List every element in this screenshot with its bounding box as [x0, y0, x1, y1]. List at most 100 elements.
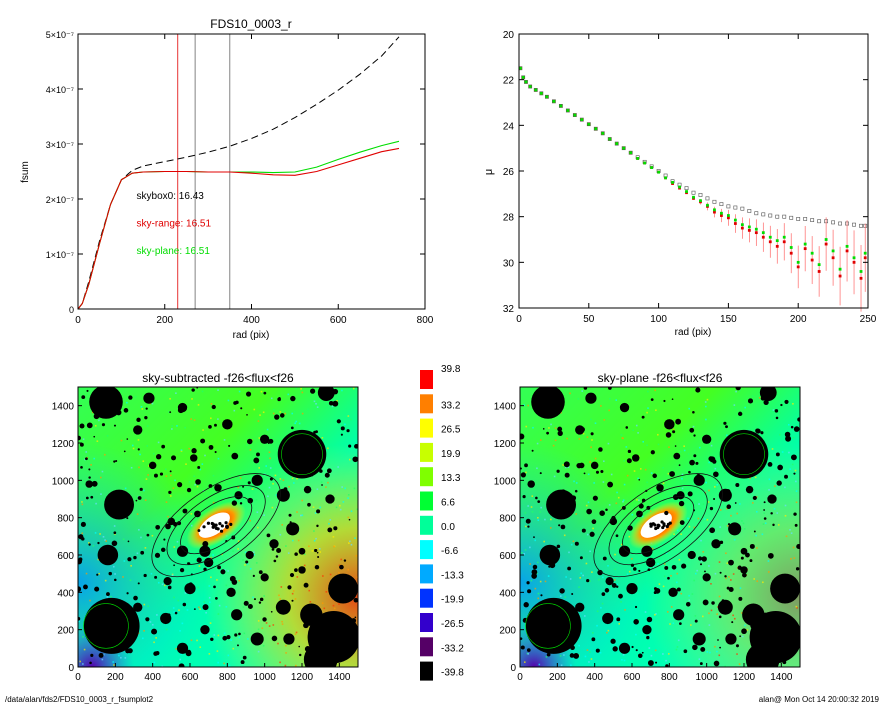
skysub-noise-pixel — [284, 412, 287, 415]
skysub-noise-pixel — [325, 486, 327, 488]
skysub-noise-pixel — [212, 501, 215, 504]
skyplane-noise-pixel — [552, 444, 555, 447]
skysub-core-dot — [219, 529, 224, 533]
skysub-mask-dot — [298, 645, 301, 648]
skysub-mask-dot — [256, 452, 260, 457]
skysub-noise-pixel — [268, 625, 271, 627]
fsum-annotation-2: sky-plane: 16.51 — [137, 246, 211, 257]
mu-point — [796, 265, 800, 269]
skysub-noise-pixel — [208, 596, 211, 599]
skysub-mask-dot — [253, 457, 260, 464]
mu-point — [768, 213, 773, 218]
skyplane-noise-pixel — [756, 416, 759, 419]
skysub-mask-blob — [260, 573, 269, 582]
skysub-mask-dot — [195, 479, 201, 485]
colorbar-swatch-0 — [420, 370, 433, 389]
skysub-noise-pixel — [315, 548, 317, 550]
skysub-noise-pixel — [98, 419, 100, 422]
skysub-mask-blob — [226, 587, 236, 597]
skysub-core-dot — [206, 521, 211, 525]
skysub-noise-pixel — [280, 586, 283, 588]
skyplane-noise-pixel — [707, 501, 710, 503]
colorbar-label-12: -39.8 — [441, 668, 464, 679]
skyplane-mask-dot — [671, 564, 677, 570]
skyplane-noise-pixel — [789, 468, 792, 470]
skyplane-noise-pixel — [730, 514, 732, 517]
mu-point — [664, 176, 667, 180]
skyplane-noise-pixel — [576, 488, 579, 491]
skyplane-xtick-label-3: 600 — [624, 672, 641, 683]
skysub-mask-dot — [336, 580, 340, 584]
skyplane-noise-pixel — [586, 533, 589, 536]
skysub-xtick-label-4: 800 — [219, 672, 236, 683]
fsum-xtick-label-4: 800 — [417, 315, 434, 326]
skysub-noise-pixel — [217, 634, 220, 637]
skysub-mask-dot — [126, 438, 129, 440]
skysub-noise-pixel — [124, 487, 127, 490]
skysub-mask-dot — [151, 628, 158, 635]
skysub-noise-pixel — [97, 558, 100, 561]
skysub-noise-pixel — [223, 439, 226, 441]
skysub-noise-pixel — [301, 499, 303, 502]
skysub-noise-pixel — [337, 571, 340, 574]
skysub-noise-pixel — [210, 417, 212, 420]
skyplane-noise-pixel — [753, 578, 756, 580]
colorbar-label-9: -19.9 — [441, 595, 464, 606]
skyplane-noise-pixel — [638, 619, 640, 621]
skyplane-mask-dot — [586, 578, 590, 583]
skyplane-mask-dot — [527, 525, 530, 528]
skyplane-noise-pixel — [688, 599, 691, 602]
skyplane-noise-pixel — [744, 406, 746, 409]
skysub-mask-blob — [104, 489, 134, 520]
skyplane-mask-dot — [573, 652, 580, 659]
mu-point — [852, 222, 856, 227]
skyplane-noise-pixel — [681, 473, 684, 476]
skyplane-mask-dot — [688, 470, 691, 474]
skyplane-noise-pixel — [577, 398, 580, 400]
skysub-noise-pixel — [196, 485, 199, 488]
skysub-mask-dot — [145, 617, 150, 622]
skyplane-mask-dot — [696, 473, 701, 479]
skysub-mask-dot — [140, 550, 145, 555]
skysub-mask-dot — [214, 451, 217, 454]
skyplane-mask-dot — [702, 599, 709, 606]
skyplane-noise-pixel — [756, 580, 759, 582]
skyplane-noise-pixel — [648, 636, 651, 639]
skyplane-mask-dot — [559, 588, 565, 594]
skyplane-noise-pixel — [587, 501, 590, 504]
skysub-mask-dot — [154, 552, 161, 558]
skyplane-noise-pixel — [754, 476, 757, 479]
skyplane-noise-pixel — [584, 655, 587, 658]
skysub-mask-dot — [215, 597, 218, 600]
skyplane-mask-blob — [602, 612, 614, 625]
skyplane-noise-pixel — [649, 387, 651, 389]
skyplane-mask-dot — [700, 563, 703, 566]
colorbar-swatch-7 — [420, 540, 433, 560]
skysub-mask-dot — [268, 438, 274, 444]
skyplane-mask-dot — [777, 464, 783, 471]
skyplane-noise-pixel — [601, 602, 604, 605]
skysub-mask-blob — [190, 454, 198, 462]
skysub-noise-pixel — [202, 429, 204, 431]
skysub-noise-pixel — [208, 585, 211, 587]
mu-point — [740, 206, 745, 211]
skysub-mask-dot — [210, 637, 214, 642]
skyplane-mask-dot — [665, 664, 669, 667]
skysub-mask-blob — [325, 494, 335, 504]
mu-point — [761, 212, 766, 217]
skyplane-noise-pixel — [732, 573, 735, 575]
skysub-noise-pixel — [278, 594, 280, 597]
skysub-mask-blob — [234, 491, 243, 500]
skyplane-mask-dot — [522, 495, 526, 499]
skysub-noise-pixel — [352, 387, 355, 390]
skysub-ytick-label-3: 600 — [57, 551, 74, 562]
mu-point — [699, 199, 702, 203]
skysub-noise-pixel — [333, 545, 335, 548]
fsum-ylabel: fsum — [20, 161, 31, 183]
skysub-noise-pixel — [312, 506, 315, 508]
skysub-mask-dot — [101, 423, 106, 427]
skysub-mask-dot — [159, 472, 164, 476]
skyplane-mask-dot — [709, 506, 714, 511]
colorbar-swatch-9 — [420, 588, 433, 608]
